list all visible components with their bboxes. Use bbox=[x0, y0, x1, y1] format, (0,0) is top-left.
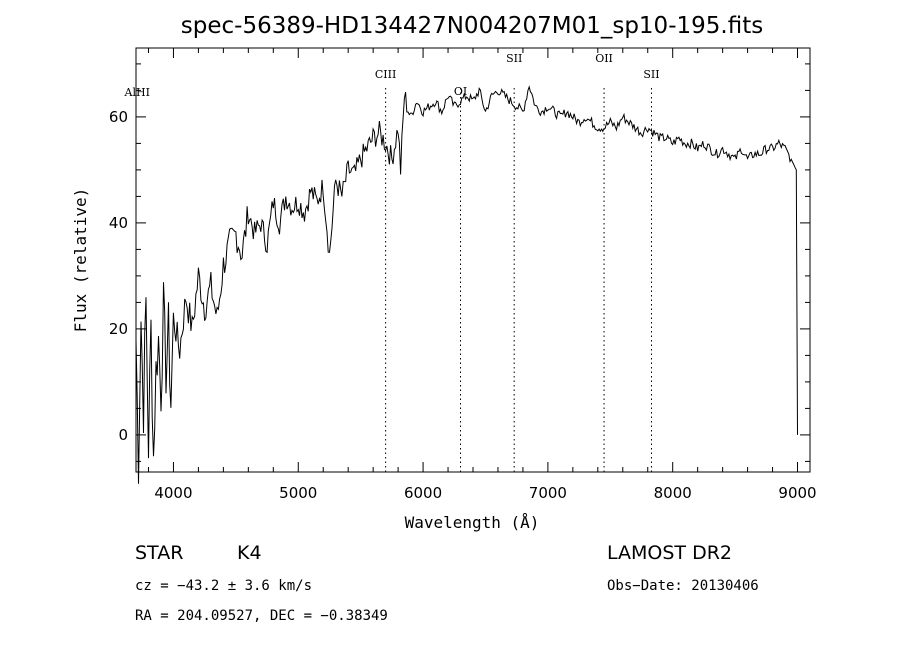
spectrum-series-0 bbox=[135, 85, 798, 484]
redshift-text: cz = −43.2 ± 3.6 km/s bbox=[135, 578, 312, 594]
line-marker-label: AlHI bbox=[124, 86, 150, 99]
x-tick-label: 6000 bbox=[404, 484, 442, 502]
y-tick-label: 0 bbox=[118, 426, 128, 444]
x-tick-label: 7000 bbox=[529, 484, 567, 502]
coordinates-text: RA = 204.09527, DEC = −0.38349 bbox=[135, 608, 388, 624]
axis-ticks bbox=[136, 48, 810, 472]
y-tick-label: 20 bbox=[109, 320, 128, 338]
chart-title: spec-56389-HD134427N004207M01_sp10-195.f… bbox=[181, 13, 763, 39]
x-tick-label: 9000 bbox=[778, 484, 816, 502]
obs-date-text: Obs−Date: 20130406 bbox=[607, 578, 759, 594]
y-tick-label: 60 bbox=[109, 108, 128, 126]
x-tick-label: 4000 bbox=[154, 484, 192, 502]
x-tick-label: 5000 bbox=[279, 484, 317, 502]
line-marker-label: OII bbox=[595, 52, 613, 65]
line-marker-label: CIII bbox=[375, 68, 396, 81]
spectral-class: K4 bbox=[237, 542, 262, 564]
spectrum-layer bbox=[135, 85, 798, 484]
tick-labels: 4000 5000 6000 7000 8000 9000 0 20 40 60 bbox=[109, 108, 817, 502]
x-tick-label: 8000 bbox=[654, 484, 692, 502]
object-type: STAR bbox=[135, 542, 183, 564]
x-axis-label: Wavelength (Å) bbox=[405, 513, 540, 532]
y-tick-label: 40 bbox=[109, 214, 128, 232]
line-marker-label: SII bbox=[643, 68, 659, 81]
line-marker-label: SII bbox=[506, 52, 522, 65]
line-marker-labels: AlHI CIII OI SII OII SII bbox=[124, 52, 660, 99]
line-marker-label: OI bbox=[454, 85, 467, 98]
plot-frame bbox=[135, 47, 811, 473]
line-marker-lines bbox=[385, 88, 652, 472]
survey-name: LAMOST DR2 bbox=[607, 542, 732, 564]
y-axis-label: Flux (relative) bbox=[71, 188, 90, 333]
